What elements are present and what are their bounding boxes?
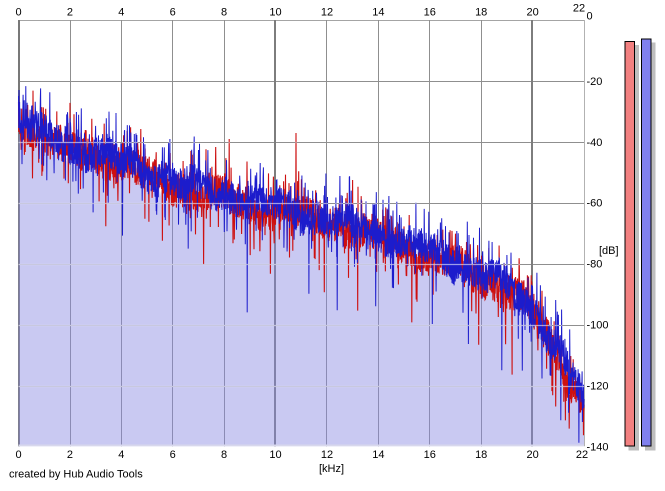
svg-text:16: 16 <box>424 7 436 19</box>
svg-text:10: 10 <box>269 7 281 19</box>
svg-text:0: 0 <box>15 7 21 19</box>
svg-text:-120: -120 <box>587 380 609 392</box>
svg-text:2: 2 <box>67 7 73 19</box>
svg-text:20: 20 <box>526 449 538 461</box>
svg-text:18: 18 <box>475 449 487 461</box>
svg-text:6: 6 <box>170 7 176 19</box>
svg-text:-20: -20 <box>587 76 603 88</box>
svg-text:10: 10 <box>269 449 281 461</box>
svg-text:0: 0 <box>587 11 593 23</box>
svg-text:4: 4 <box>118 7 124 19</box>
svg-text:12: 12 <box>321 449 333 461</box>
svg-text:-60: -60 <box>587 198 603 210</box>
svg-text:-140: -140 <box>587 441 609 453</box>
svg-text:-100: -100 <box>587 320 609 332</box>
svg-text:8: 8 <box>221 449 227 461</box>
svg-text:created by Hub Audio Tools: created by Hub Audio Tools <box>9 469 143 481</box>
svg-text:6: 6 <box>170 449 176 461</box>
svg-text:4: 4 <box>118 449 124 461</box>
svg-text:14: 14 <box>372 7 384 19</box>
svg-text:[kHz]: [kHz] <box>319 463 344 475</box>
svg-text:22: 22 <box>573 3 585 15</box>
svg-text:16: 16 <box>424 449 436 461</box>
svg-text:-40: -40 <box>587 137 603 149</box>
svg-text:12: 12 <box>321 7 333 19</box>
svg-text:22: 22 <box>576 449 588 461</box>
svg-text:20: 20 <box>526 7 538 19</box>
svg-text:14: 14 <box>372 449 384 461</box>
svg-text:-80: -80 <box>587 259 603 271</box>
svg-text:2: 2 <box>67 449 73 461</box>
svg-text:8: 8 <box>221 7 227 19</box>
svg-text:0: 0 <box>15 449 21 461</box>
svg-text:18: 18 <box>475 7 487 19</box>
svg-text:[dB]: [dB] <box>599 245 619 257</box>
